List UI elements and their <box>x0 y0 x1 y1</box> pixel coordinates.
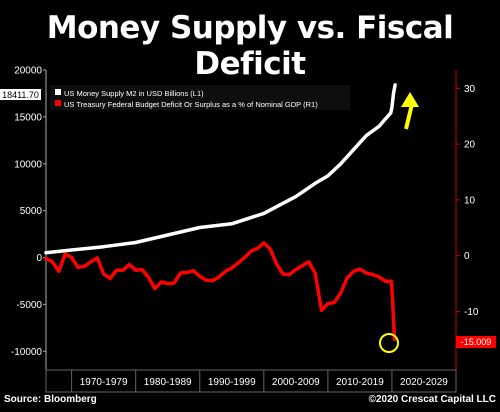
left-axis: 20000 15000 10000 5000 0 -5000 -10000 <box>11 66 46 358</box>
x-axis-band <box>45 369 457 393</box>
x-tick-label: 1990-1999 <box>208 377 256 388</box>
left-tick-label: 10000 <box>14 159 42 170</box>
legend-label-m2: US Money Supply M2 in USD Billions (L1) <box>64 89 204 98</box>
right-tick-label: 20 <box>464 140 476 151</box>
copyright-label: ©2020 Crescat Capital LLC <box>368 394 496 405</box>
right-tick-label: 30 <box>464 84 476 95</box>
x-tick-label: 1970-1979 <box>80 377 128 388</box>
up-arrow-head <box>401 92 419 107</box>
left-tick-label: 20000 <box>14 66 42 77</box>
x-tick-label: 1980-1989 <box>144 377 192 388</box>
last-value-left-label: 18411.70 <box>2 90 39 100</box>
m2-series-line <box>44 83 397 255</box>
up-arrow-icon <box>401 92 419 130</box>
series-layer <box>44 83 397 342</box>
x-tick-label: 2000-2009 <box>272 377 320 388</box>
right-tick-label: 0 <box>464 251 470 262</box>
deficit-series-line <box>44 241 397 342</box>
last-value-right-box <box>456 336 496 348</box>
right-tick-label: 10 <box>464 195 476 206</box>
x-axis: 1970-1979 1980-1989 1990-1999 2000-2009 2010… <box>71 370 448 392</box>
highlight-circle <box>379 333 399 353</box>
left-tick-label: 0 <box>36 253 42 264</box>
plot-frame-group <box>45 70 457 393</box>
chart-title: Money Supply vs. Fiscal Deficit <box>46 10 454 82</box>
legend-label-deficit: US Treasury Federal Budget Deficit Or Su… <box>64 100 318 109</box>
left-tick-label: 15000 <box>14 112 42 123</box>
legend-swatch-deficit <box>55 100 61 106</box>
last-value-left-group: 18411.70 <box>0 89 41 100</box>
right-axis: 30 20 10 0 -10 <box>456 84 479 318</box>
legend-swatch-m2 <box>55 89 61 95</box>
right-tick-label: -10 <box>464 307 479 318</box>
left-tick-label: -10000 <box>11 347 43 358</box>
source-label: Source: Bloomberg <box>4 394 97 405</box>
last-value-left-box <box>0 89 41 100</box>
last-value-right-group: -15.009 <box>456 336 496 348</box>
up-arrow-shaft <box>404 103 414 130</box>
last-value-right-label: -15.009 <box>461 337 492 347</box>
left-tick-label: 5000 <box>20 206 43 217</box>
legend: US Money Supply M2 in USD Billions (L1) … <box>50 85 350 110</box>
x-tick-label: 2010-2019 <box>336 377 384 388</box>
legend-box <box>50 85 350 110</box>
left-tick-label: -5000 <box>16 300 42 311</box>
x-tick-label: 2020-2029 <box>400 377 448 388</box>
